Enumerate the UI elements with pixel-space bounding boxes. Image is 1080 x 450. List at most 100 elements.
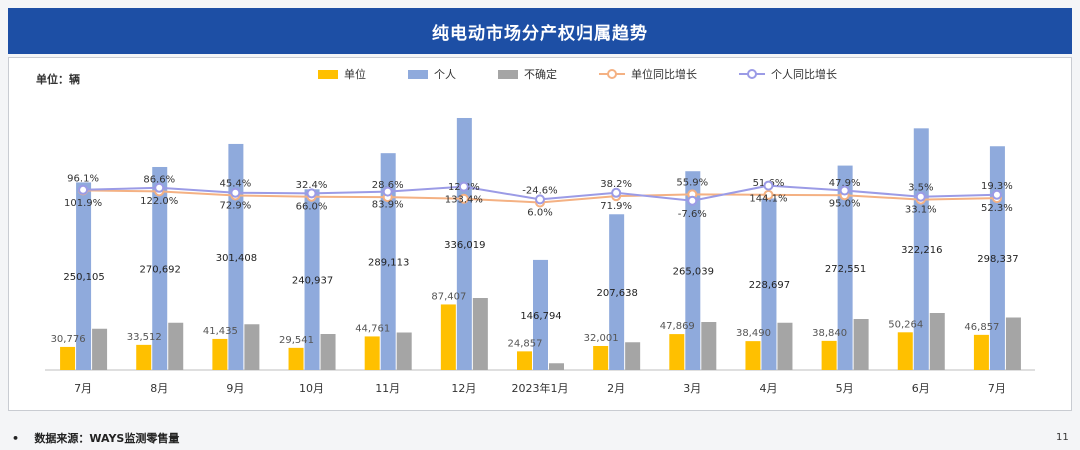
bar-unit-11 (897, 332, 913, 370)
bar-personal-4 (380, 153, 396, 370)
bar-unit-3 (288, 347, 304, 370)
line-label-unit-yoy-11: 3.5% (908, 183, 933, 194)
bar-unit-4 (364, 336, 380, 370)
bar-label-personal-10: 272,551 (825, 264, 866, 275)
point-personal-yoy-7 (611, 187, 622, 198)
bar-uncertain-4 (396, 332, 412, 370)
bar-label-personal-7: 207,638 (596, 288, 637, 299)
page-number: 11 (1056, 432, 1069, 443)
bar-label-unit-6: 24,857 (508, 338, 543, 349)
line-label-personal-yoy-12: 52.3% (981, 203, 1013, 214)
line-label-unit-yoy-1: 86.6% (143, 174, 175, 185)
bar-label-personal-0: 250,105 (63, 272, 104, 283)
line-label-personal-yoy-3: 66.0% (296, 201, 328, 212)
bar-uncertain-12 (1005, 317, 1021, 370)
bar-label-unit-9: 38,490 (736, 328, 771, 339)
bar-personal-2 (228, 143, 244, 370)
bar-label-personal-5: 336,019 (444, 240, 485, 251)
line-label-personal-yoy-7: 71.9% (600, 201, 632, 212)
line-label-personal-yoy-0: 101.9% (64, 198, 102, 209)
line-label-unit-yoy-7: 38.2% (600, 179, 632, 190)
x-tick-label-7: 2月 (607, 382, 625, 395)
x-tick-label-6: 2023年1月 (512, 381, 569, 395)
legend-label-uncertain: 不确定 (524, 68, 557, 81)
bar-label-personal-6: 146,794 (520, 311, 561, 322)
bar-label-personal-2: 301,408 (216, 253, 257, 264)
bar-unit-9 (745, 341, 761, 370)
point-personal-yoy-11 (915, 191, 926, 202)
line-label-personal-yoy-1: 122.0% (140, 196, 178, 207)
x-tick-label-4: 11月 (375, 382, 400, 395)
bar-unit-5 (440, 304, 456, 370)
bar-personal-5 (456, 117, 472, 370)
legend-item-unit: 单位 (318, 66, 366, 82)
point-personal-yoy-4 (382, 186, 393, 197)
bar-label-personal-1: 270,692 (140, 264, 181, 275)
bar-label-personal-3: 240,937 (292, 276, 333, 287)
legend-label-unit: 单位 (344, 68, 366, 81)
chart-legend: 单位 个人 不确定 单位同比增长 个人同比增长 (318, 66, 879, 82)
bar-personal-3 (304, 189, 320, 370)
line-label-personal-yoy-5: 133.4% (445, 195, 483, 206)
bar-label-unit-1: 33,512 (127, 332, 162, 343)
legend-swatch-personal (408, 69, 428, 79)
bar-unit-0 (60, 346, 76, 370)
point-personal-yoy-12 (991, 189, 1002, 200)
line-label-unit-yoy-6: -24.6% (522, 185, 557, 196)
line-label-personal-yoy-9: 144.1% (749, 194, 787, 205)
line-label-personal-yoy-10: 95.0% (829, 199, 861, 210)
bar-uncertain-1 (168, 322, 184, 370)
point-personal-yoy-9 (763, 180, 774, 191)
bar-unit-6 (517, 351, 532, 370)
x-tick-label-12: 7月 (988, 382, 1006, 395)
line-label-personal-yoy-6: 6.0% (527, 207, 552, 218)
bar-uncertain-2 (244, 324, 260, 370)
x-tick-label-3: 10月 (299, 382, 324, 395)
legend-label-unit-yoy: 单位同比增长 (631, 68, 697, 81)
bar-label-personal-4: 289,113 (368, 258, 409, 269)
x-tick-label-9: 4月 (759, 382, 777, 395)
bar-uncertain-7 (625, 342, 641, 370)
legend-label-personal-yoy: 个人同比增长 (771, 68, 837, 81)
data-source-text: 数据来源：WAYS监测零售量 (34, 432, 180, 445)
bar-personal-11 (913, 128, 929, 370)
legend-line-personal-yoy (739, 69, 765, 79)
bar-personal-8 (685, 171, 701, 370)
bar-label-unit-0: 30,776 (51, 334, 86, 345)
legend-item-unit-yoy: 单位同比增长 (599, 66, 697, 82)
bar-uncertain-5 (472, 298, 488, 370)
bar-uncertain-8 (701, 322, 717, 370)
bar-uncertain-10 (853, 319, 869, 370)
bar-label-unit-5: 87,407 (431, 291, 466, 302)
point-personal-yoy-1 (154, 182, 165, 193)
bar-label-unit-7: 32,001 (584, 333, 619, 344)
line-label-personal-yoy-4: 83.9% (372, 200, 404, 211)
point-personal-yoy-5 (458, 181, 469, 192)
point-unit-yoy-9 (763, 189, 774, 200)
bullet-icon: • (12, 432, 35, 445)
bar-uncertain-11 (929, 313, 945, 370)
bar-label-unit-12: 46,857 (964, 322, 999, 333)
bar-personal-10 (837, 165, 853, 370)
bar-unit-10 (821, 340, 837, 370)
x-tick-label-2: 9月 (226, 382, 244, 395)
unit-label: 单位：辆 (36, 73, 80, 86)
x-tick-label-10: 5月 (836, 382, 854, 395)
point-personal-yoy-8 (687, 195, 698, 206)
bar-unit-12 (973, 334, 989, 370)
x-tick-label-5: 12月 (451, 382, 476, 395)
legend-item-personal: 个人 (408, 66, 456, 82)
line-label-unit-yoy-0: 96.1% (67, 173, 99, 184)
bar-label-personal-9: 228,697 (749, 280, 790, 291)
bar-uncertain-0 (92, 328, 108, 370)
line-label-unit-yoy-12: 19.3% (981, 181, 1013, 192)
legend-swatch-uncertain (498, 69, 518, 79)
line-label-unit-yoy-3: 32.4% (296, 180, 328, 191)
chart-title-bar: 纯电动市场分产权归属趋势 (8, 8, 1072, 54)
legend-swatch-unit (318, 69, 338, 79)
bar-uncertain-3 (320, 334, 336, 370)
legend-label-personal: 个人 (434, 68, 456, 81)
bar-uncertain-6 (549, 363, 564, 370)
bar-label-unit-8: 47,869 (660, 321, 695, 332)
